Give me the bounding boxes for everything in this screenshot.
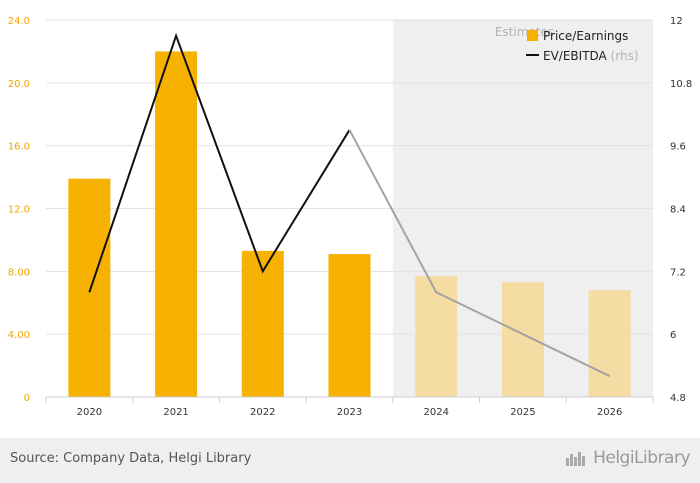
legend-rhs-tag: (rhs) — [611, 49, 639, 63]
x-tick-label: 2022 — [250, 407, 275, 418]
bar — [155, 51, 198, 398]
legend-label-price-earnings: Price/Earnings — [543, 29, 628, 43]
y-left-tick-label: 0 — [24, 393, 30, 404]
bar — [415, 276, 458, 397]
bar — [68, 178, 111, 397]
bar — [328, 254, 371, 397]
source-note: Source: Company Data, Helgi Library — [10, 451, 252, 466]
y-right-tick-label: 8.4 — [670, 205, 686, 216]
helgi-library-logo: HelgiLibrary — [565, 448, 690, 468]
y-right-tick-label: 10.8 — [670, 79, 692, 90]
y-left-tick-label: 16.0 — [8, 142, 30, 153]
bar — [501, 282, 544, 397]
y-left-tick-label: 20.0 — [8, 79, 30, 90]
y-left-tick-label: 8.00 — [8, 267, 30, 278]
logo-text: HelgiLibrary — [593, 448, 690, 468]
ev-ebitda-line — [88, 32, 351, 293]
x-tick-label: 2024 — [423, 407, 448, 418]
y-left-tick-label: 4.00 — [8, 330, 30, 341]
legend-swatch-price-earnings — [527, 30, 538, 41]
x-tick-label: 2023 — [337, 407, 362, 418]
y-right-tick-label: 4.8 — [670, 393, 686, 404]
y-right-tick-label: 7.2 — [670, 267, 686, 278]
ev-ebitda-line-estimate — [348, 129, 611, 377]
bar — [588, 290, 631, 397]
y-left-tick-label: 12.0 — [8, 205, 30, 216]
y-right-tick-label: 12 — [670, 16, 683, 27]
y-right-tick-label: 6 — [670, 330, 676, 341]
x-tick-label: 2026 — [597, 407, 622, 418]
legend-label-ev-ebitda: EV/EBITDA (rhs) — [543, 49, 639, 63]
bar — [241, 250, 284, 397]
library-icon — [566, 452, 586, 466]
y-right-tick-label: 9.6 — [670, 142, 686, 153]
estimate-label: Estimates — [495, 25, 554, 39]
x-tick-label: 2020 — [77, 407, 102, 418]
x-tick-label: 2025 — [510, 407, 535, 418]
x-tick-label: 2021 — [163, 407, 188, 418]
y-left-tick-label: 24.0 — [8, 16, 30, 27]
